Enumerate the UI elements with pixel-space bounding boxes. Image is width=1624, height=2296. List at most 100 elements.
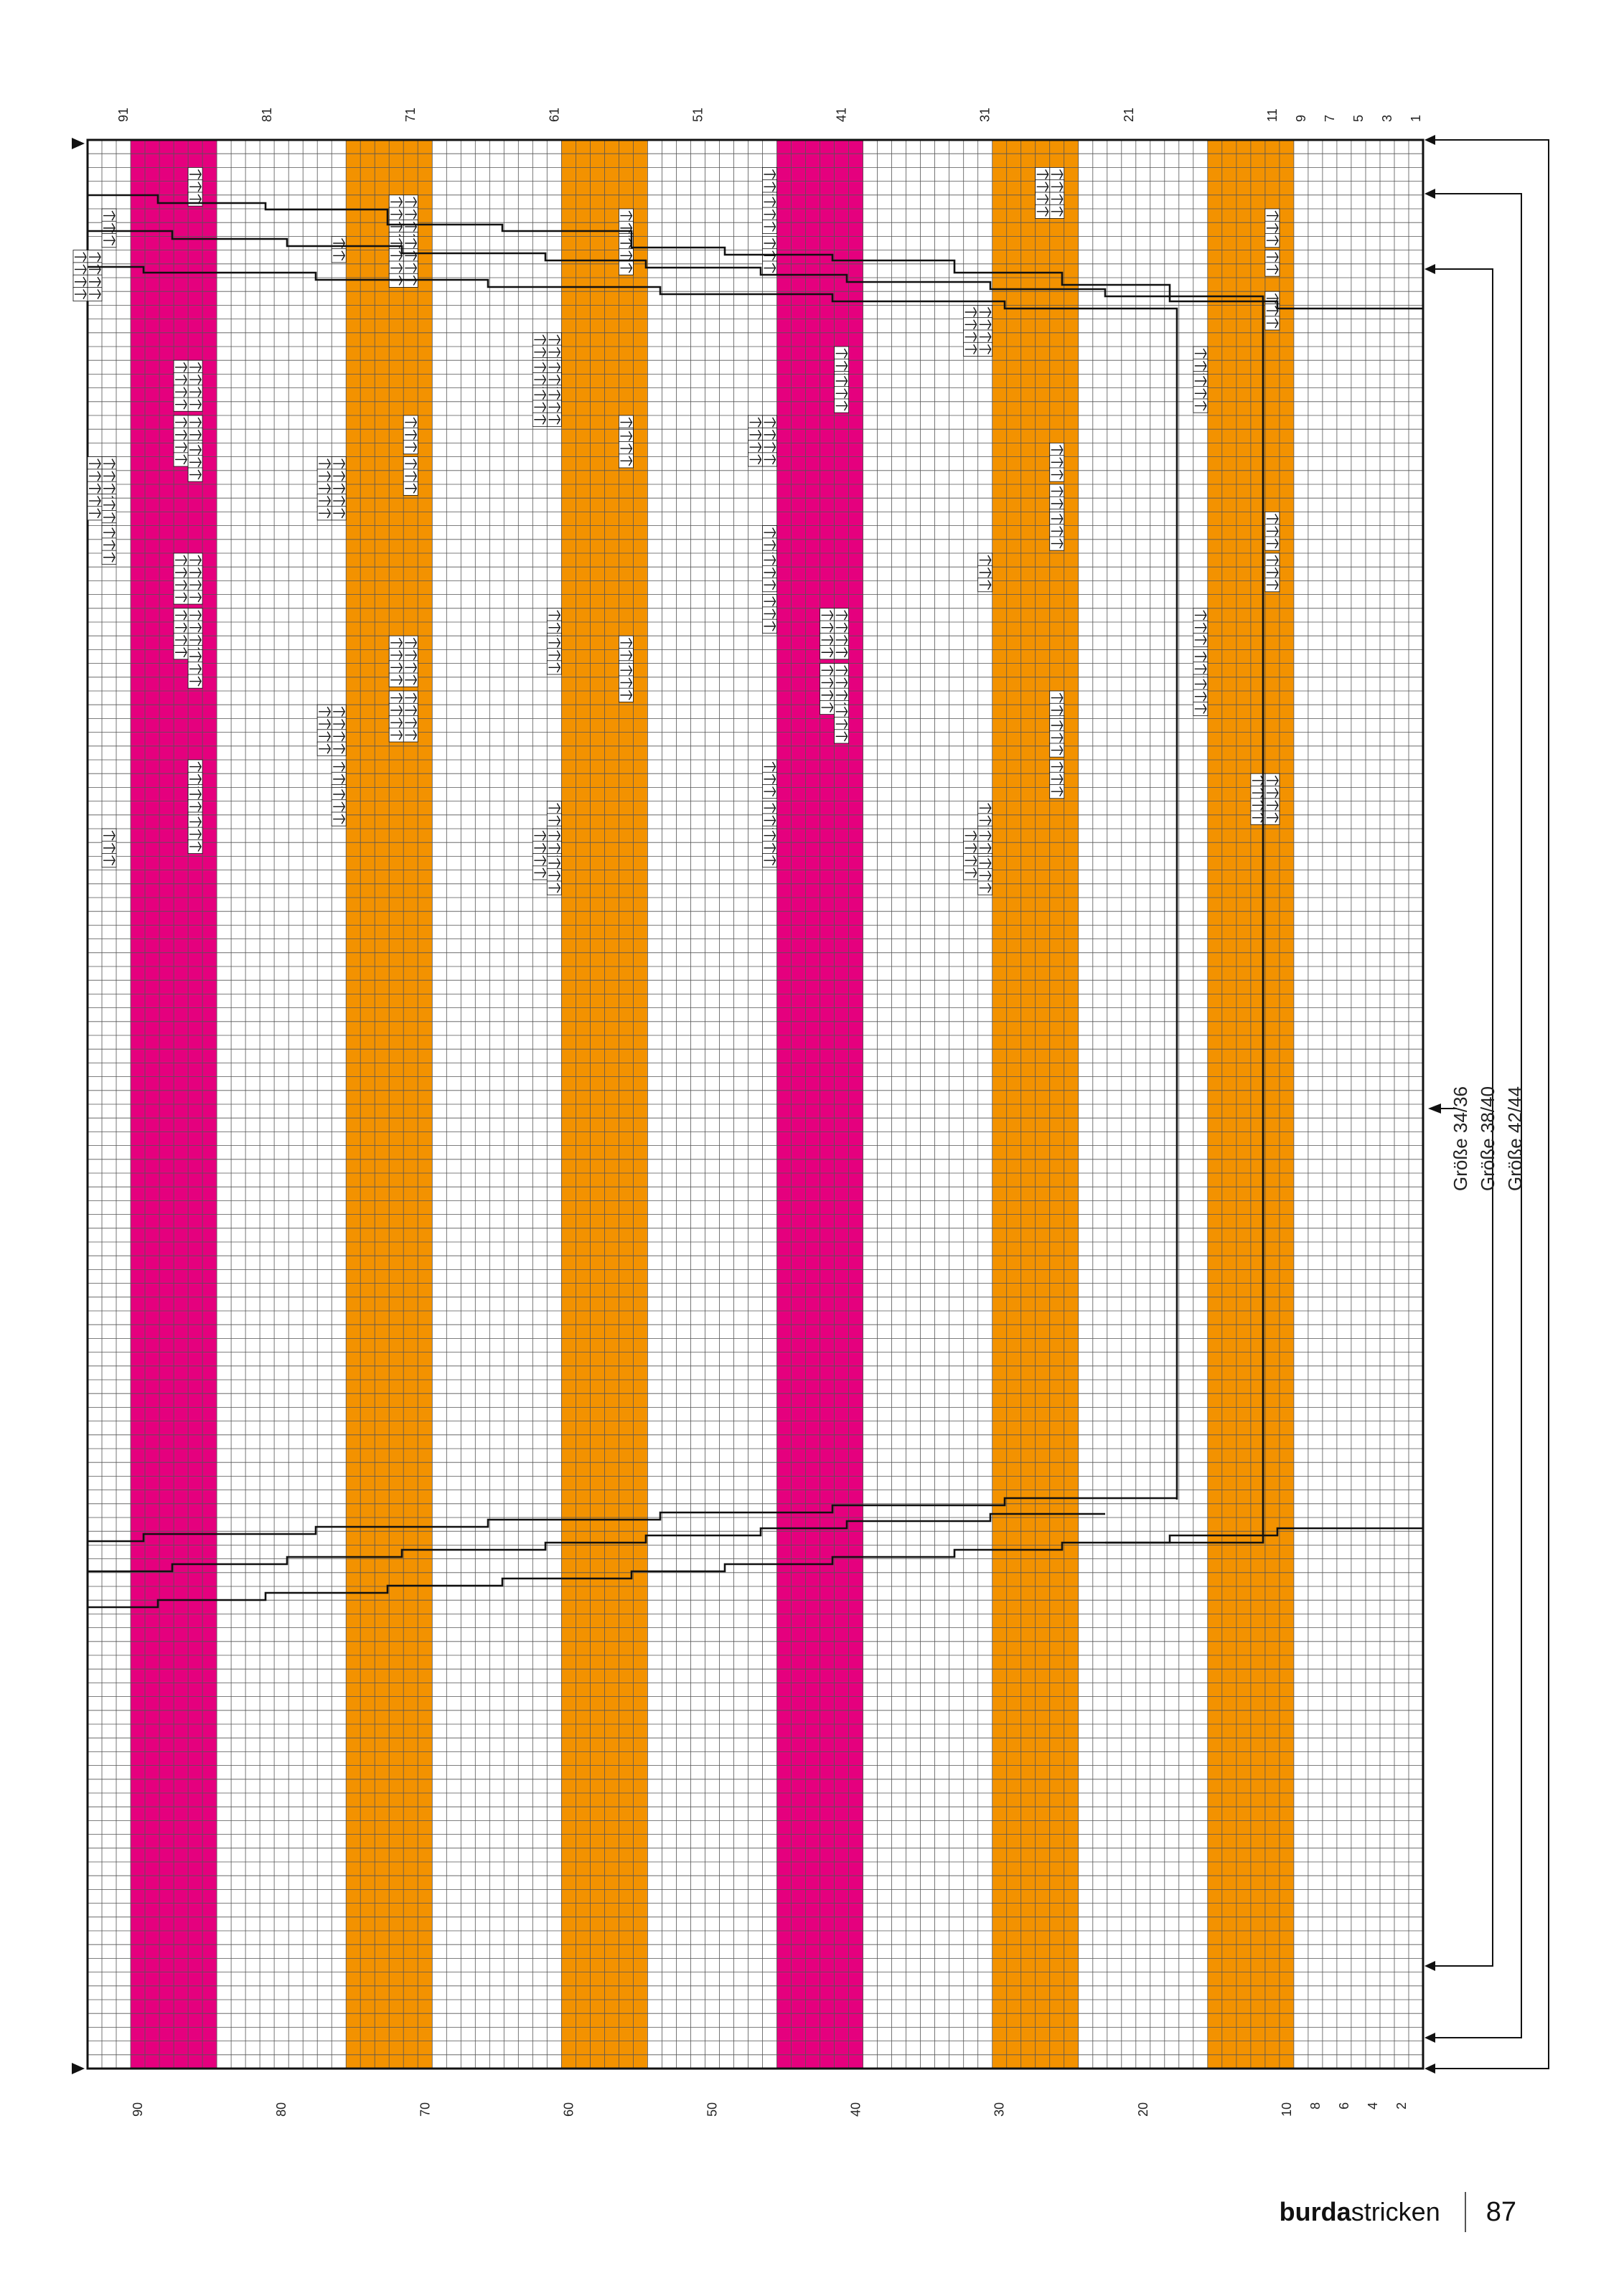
- row-label-top-11: 11: [1265, 108, 1280, 122]
- bottom-left-triangle-icon: [72, 2063, 85, 2074]
- symbol-cluster-71: [546, 856, 562, 895]
- row-label-bottom-40: 40: [849, 2102, 863, 2117]
- contour-top-size-1: [88, 194, 1423, 310]
- row-label-top-21: 21: [1122, 108, 1136, 122]
- symbol-cluster-31: [748, 415, 777, 467]
- row-label-bottom-2: 2: [1394, 2102, 1409, 2109]
- contour-bottom-size-1: [88, 1527, 1423, 1609]
- brand-logo: burdastricken: [1279, 2197, 1440, 2226]
- symbol-cluster-36: [1264, 552, 1280, 593]
- symbol-cluster-28: [403, 456, 418, 496]
- symbol-cluster-34: [1049, 512, 1065, 551]
- symbol-cluster-35: [1264, 512, 1280, 551]
- size-label-1: Größe 34/36: [1450, 1086, 1471, 1191]
- page-number: 87: [1485, 2196, 1516, 2227]
- row-label-bottom-30: 30: [992, 2102, 1007, 2117]
- symbol-cluster-10: [762, 235, 777, 276]
- row-label-top-31: 31: [978, 108, 992, 122]
- bracket-size-3: [1430, 139, 1549, 2069]
- symbol-cluster-39: [101, 525, 117, 565]
- row-label-top-9: 9: [1294, 115, 1308, 122]
- row-label-top-5: 5: [1351, 115, 1366, 122]
- symbol-cluster-15: [72, 250, 103, 302]
- chart-grid: [86, 138, 1424, 2070]
- symbol-cluster-9: [762, 194, 777, 234]
- symbol-cluster-57: [1193, 677, 1208, 716]
- bracket-size-2: [1430, 193, 1522, 2038]
- symbol-cluster-59: [388, 635, 418, 687]
- symbol-cluster-52: [820, 608, 849, 660]
- contour-top-size-3: [88, 265, 1178, 1500]
- symbol-cluster-42: [762, 552, 777, 593]
- symbol-cluster-7: [618, 235, 634, 276]
- symbol-cluster-47: [187, 649, 203, 689]
- contour-bottom-size-2: [88, 1512, 1105, 1573]
- symbol-cluster-2: [101, 208, 117, 248]
- symbol-cluster-11: [1035, 166, 1065, 219]
- symbol-cluster-23: [1193, 374, 1208, 413]
- contour-top-size-2: [88, 230, 1264, 1544]
- symbol-cluster-32: [1049, 443, 1065, 482]
- symbol-cluster-74: [762, 828, 777, 868]
- symbol-cluster-54: [834, 704, 849, 744]
- symbol-cluster-60: [388, 690, 418, 743]
- row-label-top-7: 7: [1323, 115, 1337, 122]
- symbol-cluster-19: [532, 387, 562, 427]
- chart-border: [86, 138, 1424, 2070]
- symbol-cluster-40: [316, 456, 347, 521]
- symbol-cluster-12: [1264, 208, 1280, 248]
- contour-bottom-size-3: [88, 1497, 1177, 1543]
- row-label-bottom-6: 6: [1337, 2102, 1351, 2109]
- row-label-bottom-80: 80: [274, 2102, 288, 2117]
- row-label-top-71: 71: [403, 108, 418, 122]
- row-label-bottom-60: 60: [561, 2102, 576, 2117]
- symbol-cluster-55: [1193, 608, 1208, 647]
- page-footer: burdastricken 87: [1280, 2192, 1516, 2232]
- size-brackets: [1424, 135, 1549, 2074]
- symbol-cluster-30: [618, 428, 634, 469]
- symbol-cluster-13: [1264, 250, 1280, 277]
- symbol-cluster-79: [101, 828, 117, 868]
- symbol-cluster-49: [546, 635, 562, 675]
- row-label-bottom-50: 50: [705, 2102, 719, 2117]
- symbol-cluster-21: [834, 374, 849, 413]
- row-label-bottom-4: 4: [1366, 2102, 1380, 2109]
- row-numbers: 91 81 71 61 51 41 31 21 11 9 7 5 3 190 80 70 60 50 40 30 20 1…: [116, 108, 1423, 2117]
- symbol-cluster-77: [977, 856, 993, 895]
- size-labels: Größe 34/36 Größe 38/40 Größe 42/44: [1450, 1076, 1557, 1191]
- symbol-cluster-24: [173, 359, 203, 412]
- symbol-cluster-1: [187, 166, 203, 207]
- row-label-top-61: 61: [547, 108, 561, 122]
- symbol-cluster-51: [618, 663, 634, 702]
- row-label-bottom-90: 90: [131, 2102, 145, 2117]
- symbol-cluster-16: [963, 304, 993, 357]
- symbol-cluster-58: [316, 704, 347, 756]
- symbol-cluster-3: [331, 235, 347, 263]
- symbol-cluster-44: [977, 552, 993, 593]
- size-contour-lines: [88, 194, 1423, 1609]
- symbol-cluster-72: [762, 759, 777, 799]
- symbol-cluster-63: [1049, 759, 1065, 799]
- size-label-arrow-icon: [1428, 1104, 1441, 1114]
- stitch-symbols: [72, 166, 1280, 895]
- size-label-3: Größe 42/44: [1504, 1086, 1526, 1191]
- row-label-bottom-10: 10: [1280, 2102, 1294, 2117]
- symbol-cluster-27: [403, 415, 418, 455]
- symbol-cluster-45: [173, 552, 203, 605]
- row-label-top-81: 81: [260, 108, 274, 122]
- bracket-size-1: [1430, 268, 1493, 1967]
- row-label-top-1: 1: [1409, 115, 1423, 122]
- symbol-cluster-78: [1250, 773, 1280, 825]
- row-label-bottom-20: 20: [1136, 2102, 1150, 2117]
- footer-divider: [1464, 2192, 1466, 2232]
- symbol-cluster-46: [173, 608, 203, 660]
- symbol-cluster-14: [1264, 291, 1280, 331]
- row-label-bottom-8: 8: [1308, 2102, 1323, 2109]
- row-label-top-3: 3: [1380, 115, 1394, 122]
- size-label-2: Größe 38/40: [1477, 1086, 1498, 1191]
- symbol-cluster-66: [187, 814, 203, 854]
- row-label-top-51: 51: [690, 108, 705, 122]
- top-left-triangle-icon: [72, 138, 85, 149]
- symbol-cluster-68: [331, 787, 347, 827]
